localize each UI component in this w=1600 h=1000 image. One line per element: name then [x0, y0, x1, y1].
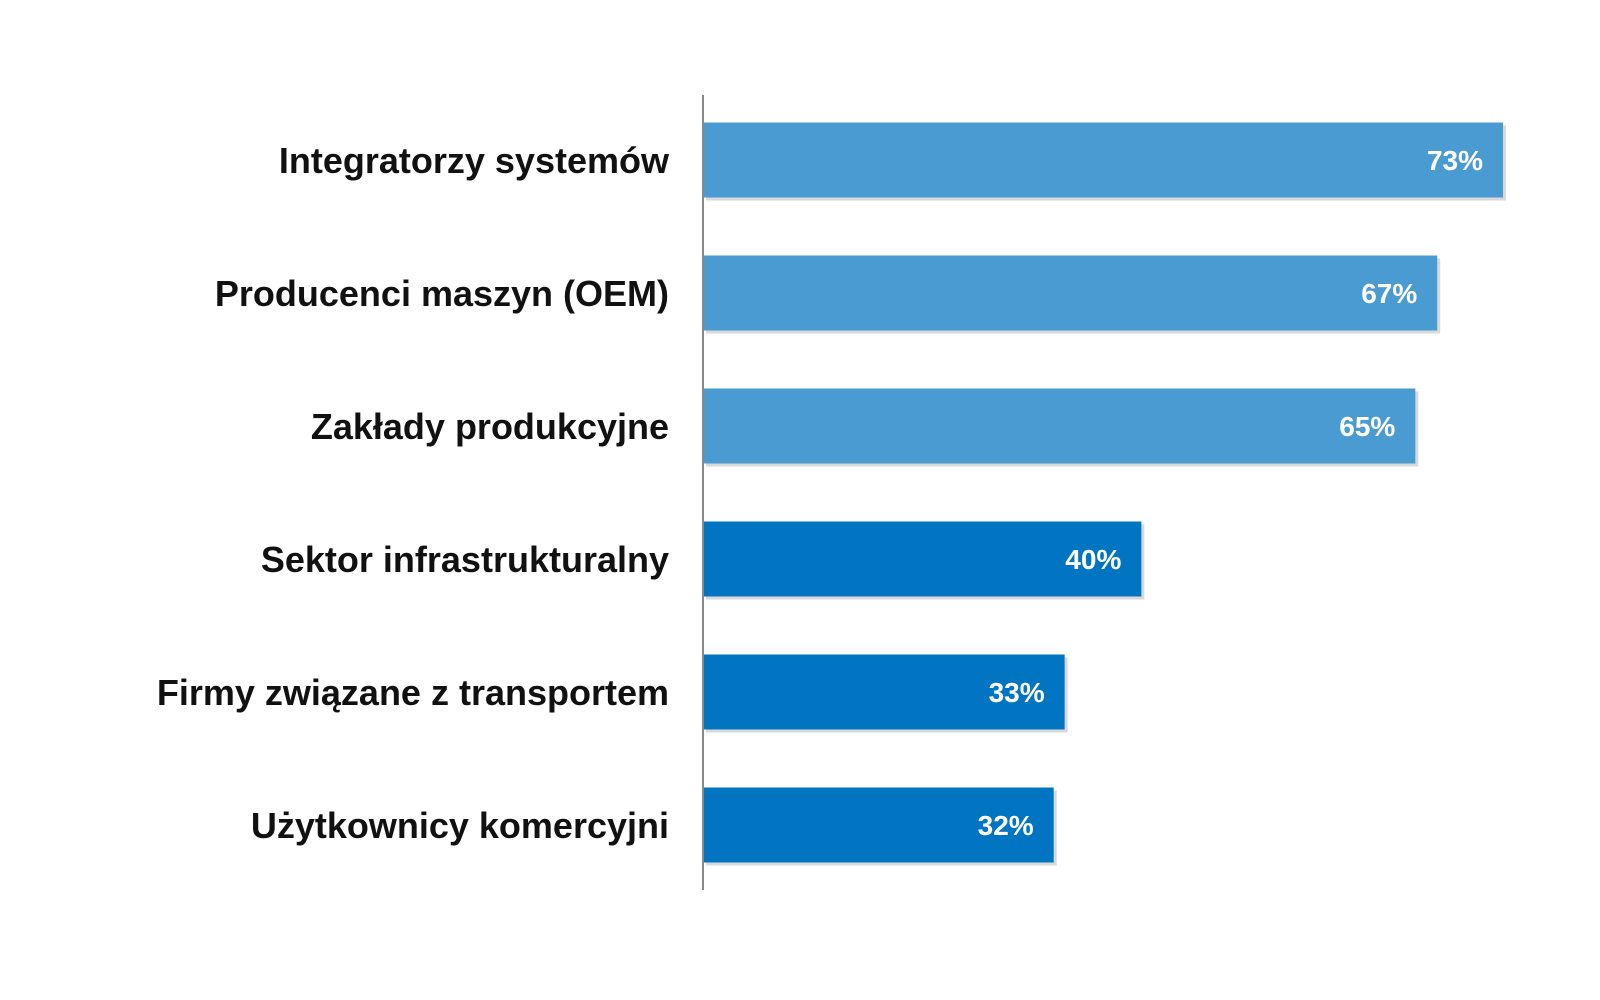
bar-value-label: 40% [1065, 544, 1121, 575]
category-label: Integratorzy systemów [279, 140, 670, 181]
category-label: Producenci maszyn (OEM) [215, 273, 669, 314]
bar-value-label: 73% [1427, 145, 1483, 176]
category-label: Zakłady produkcyjne [311, 406, 669, 447]
bar-value-label: 32% [978, 810, 1034, 841]
bar-value-label: 65% [1339, 411, 1395, 442]
bar-5 [703, 654, 1065, 730]
category-labels-layer: Integratorzy systemów Producenci maszyn (… [157, 140, 670, 846]
category-label: Sektor infrastrukturalny [261, 539, 669, 580]
bar-value-label: 33% [989, 677, 1045, 708]
bar-4 [703, 521, 1142, 597]
bar-value-label: 67% [1361, 278, 1417, 309]
bar-2 [703, 255, 1438, 331]
bars-layer: 73% 67% 65% 40% 33% 32% [703, 122, 1506, 866]
bar-1 [703, 122, 1503, 198]
bar-6 [703, 787, 1054, 863]
category-label: Użytkownicy komercyjni [251, 805, 669, 846]
bar-3 [703, 388, 1416, 464]
category-label: Firmy związane z transportem [157, 672, 669, 713]
